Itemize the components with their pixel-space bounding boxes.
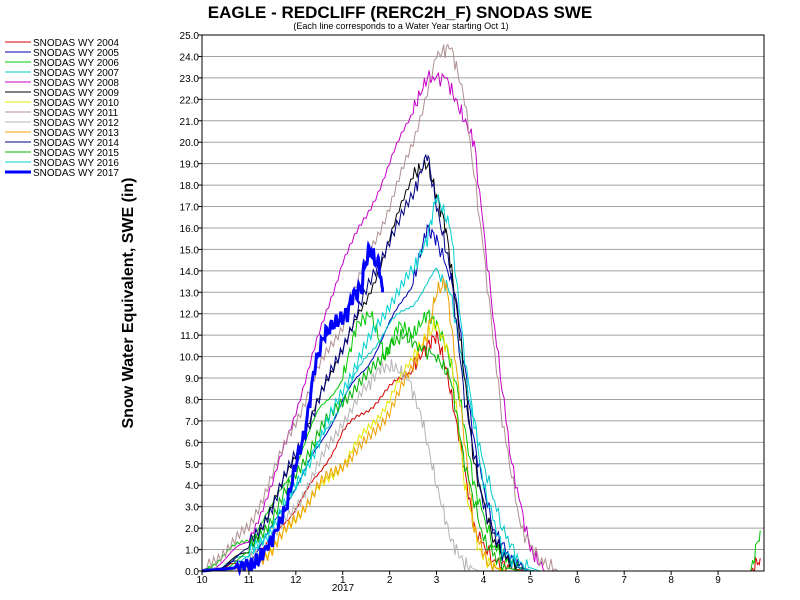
x-tick-label: 10 [196,575,208,586]
series-line-snodas-wy-2017 [201,240,385,577]
legend-label: SNODAS WY 2005 [33,48,119,59]
y-tick-label: 5.0 [185,460,199,471]
series-group [201,43,761,577]
legend-label: SNODAS WY 2007 [33,68,119,79]
legend-label: SNODAS WY 2009 [33,88,119,99]
axis-ticks: 0.01.02.03.04.05.06.07.08.09.010.011.012… [180,31,722,586]
series-line-snodas-wy-2014 [201,153,536,572]
y-tick-label: 20.0 [180,138,200,149]
y-tick-label: 16.0 [180,224,200,235]
legend-label: SNODAS WY 2015 [33,148,119,159]
chart-title: EAGLE - REDCLIFF (RERC2H_F) SNODAS SWE [208,3,592,22]
legend-label: SNODAS WY 2010 [33,98,119,109]
y-tick-label: 2.0 [185,524,199,535]
y-tick-label: 3.0 [185,503,199,514]
x-tick-label: 9 [715,575,721,586]
chart-subtitle: (Each line corresponds to a Water Year s… [293,21,508,31]
y-tick-label: 21.0 [180,117,200,128]
x-tick-label: 12 [290,575,302,586]
y-tick-label: 9.0 [185,374,199,385]
legend-label: SNODAS WY 2006 [33,58,119,69]
x-tick-label: 5 [528,575,534,586]
y-tick-label: 8.0 [185,395,199,406]
x-tick-label: 11 [244,575,255,586]
y-tick-label: 11.0 [180,331,199,342]
legend-label: SNODAS WY 2013 [33,128,119,139]
series-line-snodas-wy-2013 [201,277,503,572]
legend-label: SNODAS WY 2016 [33,158,119,169]
y-tick-label: 22.0 [180,95,200,106]
y-axis-label: Snow Water Equivalent, SWE (in) [120,178,137,429]
x-tick-label: 4 [481,575,487,586]
grid-lines [202,55,764,551]
y-tick-label: 1.0 [185,546,199,557]
legend-label: SNODAS WY 2014 [33,138,119,149]
y-tick-label: 25.0 [180,31,200,42]
y-tick-label: 18.0 [180,181,200,192]
y-tick-label: 14.0 [180,267,200,278]
series-line-snodas-wy-2011 [201,43,559,573]
series-line-snodas-wy-2007 [201,267,540,572]
y-tick-label: 0.0 [185,567,199,578]
legend-label: SNODAS WY 2008 [33,78,119,89]
x-tick-label: 1 [340,575,346,586]
legend-label: SNODAS WY 2004 [33,38,119,49]
x-axis-year-label: 2017 [332,583,355,594]
y-tick-label: 10.0 [180,353,200,364]
y-tick-label: 15.0 [180,245,200,256]
y-tick-label: 12.0 [180,310,200,321]
y-tick-label: 4.0 [185,481,199,492]
x-tick-label: 7 [621,575,627,586]
x-tick-label: 2 [387,575,393,586]
series-line-snodas-wy-2015 [201,329,522,572]
y-tick-label: 6.0 [185,438,199,449]
y-tick-label: 19.0 [180,160,200,171]
y-tick-label: 24.0 [180,52,200,63]
legend-label: SNODAS WY 2012 [33,118,119,129]
x-tick-label: 6 [575,575,581,586]
y-tick-label: 13.0 [180,288,200,299]
legend-label: SNODAS WY 2011 [33,108,119,119]
y-tick-label: 7.0 [185,417,199,428]
x-tick-label: 3 [434,575,440,586]
legend-label: SNODAS WY 2017 [33,168,119,179]
y-tick-label: 23.0 [180,74,200,85]
x-tick-label: 8 [668,575,674,586]
y-tick-label: 17.0 [180,203,200,214]
